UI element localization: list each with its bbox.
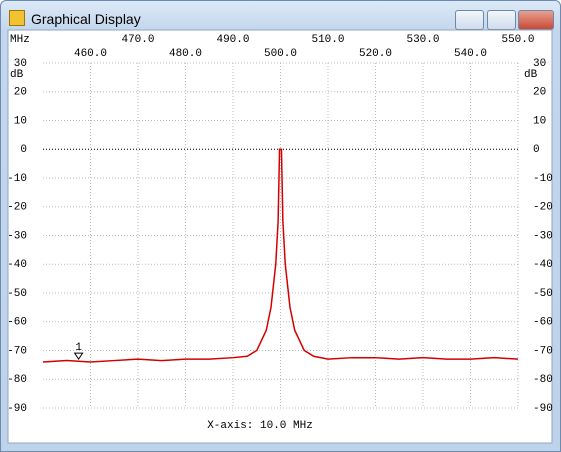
- y-tick-label-right: 0: [533, 144, 540, 156]
- y-tick-label: 30: [14, 58, 27, 70]
- y-tick-label-right: -20: [533, 202, 553, 214]
- y-tick-label-right: -90: [533, 403, 553, 415]
- x-tick-label: 530.0: [406, 34, 439, 46]
- app-icon: [9, 10, 25, 26]
- y-tick-label-right: -10: [533, 173, 553, 185]
- y-tick-label: -60: [7, 317, 27, 329]
- marker-label: 1: [75, 342, 82, 354]
- y-tick-label-right: 10: [533, 115, 546, 127]
- y-tick-label-right: 30: [533, 58, 546, 70]
- x-tick-label: 480.0: [169, 48, 202, 60]
- y-tick-label: -50: [7, 288, 27, 300]
- y-tick-label-right: 20: [533, 87, 546, 99]
- y-unit-right: dB: [524, 69, 538, 81]
- y-tick-label: -30: [7, 230, 27, 242]
- x-caption: X-axis: 10.0 MHz: [207, 420, 313, 432]
- x-tick-label: 540.0: [454, 48, 487, 60]
- x-tick-label: 500.0: [264, 48, 297, 60]
- x-tick-label: 520.0: [359, 48, 392, 60]
- y-unit-left: dB: [10, 69, 24, 81]
- window-title: Graphical Display: [31, 11, 141, 27]
- y-tick-label-right: -40: [533, 259, 553, 271]
- y-tick-label: -80: [7, 374, 27, 386]
- x-tick-label: 510.0: [311, 34, 344, 46]
- y-tick-label-right: -50: [533, 288, 553, 300]
- y-tick-label-right: -70: [533, 345, 553, 357]
- spectrum-line: [42, 148, 519, 363]
- x-tick-label: 470.0: [121, 34, 154, 46]
- marker: [73, 352, 84, 361]
- x-tick-label: 490.0: [216, 34, 249, 46]
- x-unit: MHz: [10, 34, 30, 46]
- x-tick-label: 550.0: [501, 34, 534, 46]
- x-tick-label: 460.0: [74, 48, 107, 60]
- y-tick-label: -20: [7, 202, 27, 214]
- y-tick-label: 20: [14, 87, 27, 99]
- y-tick-label-right: -80: [533, 374, 553, 386]
- client-area: [7, 29, 553, 444]
- y-tick-label: -70: [7, 345, 27, 357]
- y-tick-label: -90: [7, 403, 27, 415]
- y-tick-label: 10: [14, 115, 27, 127]
- y-tick-label: -10: [7, 173, 27, 185]
- y-tick-label-right: -60: [533, 317, 553, 329]
- y-tick-label: 0: [20, 144, 27, 156]
- title-bar: Graphical Display: [9, 10, 141, 27]
- y-tick-label: -40: [7, 259, 27, 271]
- y-tick-label-right: -30: [533, 230, 553, 242]
